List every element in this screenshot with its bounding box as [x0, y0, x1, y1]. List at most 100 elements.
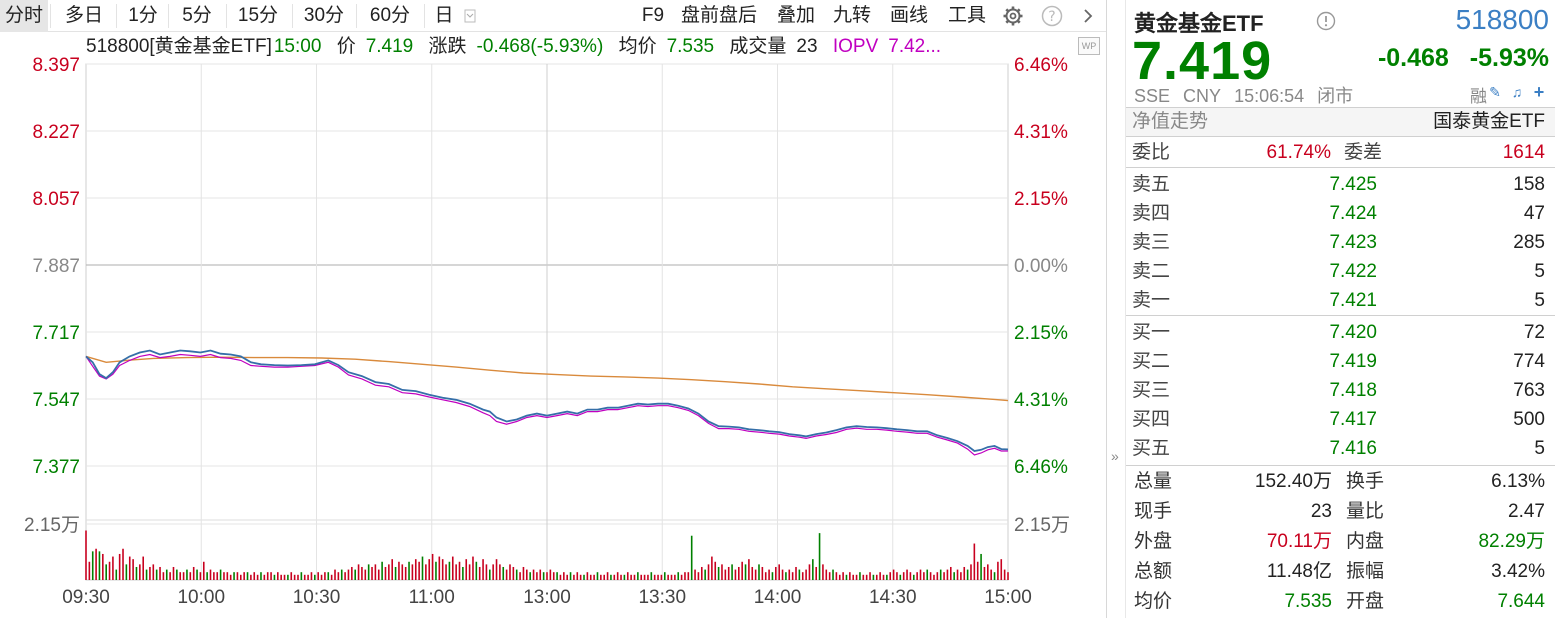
tab-day[interactable]: 日 — [434, 5, 454, 26]
y-tick-label-left: 8.057 — [32, 189, 80, 210]
iopv-line — [85, 353, 1008, 456]
ask-price: 7.425 — [1329, 174, 1377, 195]
y-tick-label-left: 7.717 — [32, 323, 80, 344]
ask-row[interactable]: 卖五 7.425 158 — [1126, 170, 1555, 199]
change-amount: -0.468 — [1377, 44, 1449, 72]
info-change-label: 涨跌 — [428, 36, 467, 57]
stat-label: 振幅 — [1346, 561, 1385, 582]
stat-cell: 量比 2.47 — [1346, 497, 1545, 527]
price-change: -0.468 -5.93% — [1378, 44, 1549, 73]
toolbar-divider — [50, 4, 51, 28]
x-tick-label: 15:00 — [984, 587, 1032, 608]
stat-label: 总量 — [1134, 471, 1173, 492]
y-tick-label-right: 4.31% — [1014, 390, 1068, 411]
tab-60min[interactable]: 60分 — [369, 5, 411, 26]
stat-cell: 均价 7.535 — [1134, 587, 1332, 617]
bell-icon[interactable]: ♫ — [1511, 84, 1523, 100]
edit-icon[interactable]: ✎ — [1489, 84, 1501, 100]
y-tick-label-left: 8.397 — [32, 55, 80, 76]
overlay-button[interactable]: 叠加 — [776, 5, 815, 26]
ask-row[interactable]: 卖二 7.422 5 — [1126, 257, 1555, 286]
bid-price: 7.418 — [1329, 380, 1377, 401]
stat-value: 3.42% — [1491, 561, 1545, 582]
draw-line-button[interactable]: 画线 — [889, 5, 928, 26]
divider — [1126, 167, 1555, 168]
chevron-right-icon[interactable] — [1077, 5, 1099, 27]
stat-value: 82.29万 — [1478, 531, 1545, 552]
wp-icon[interactable]: WP — [1078, 37, 1100, 55]
toolbar-divider — [424, 4, 425, 28]
ask-row[interactable]: 卖四 7.424 47 — [1126, 199, 1555, 228]
stat-cell: 开盘 7.644 — [1346, 587, 1545, 617]
stat-label: 量比 — [1346, 501, 1385, 522]
x-tick-label: 09:30 — [62, 587, 110, 608]
x-tick-label: 14:00 — [754, 587, 802, 608]
stat-label: 换手 — [1346, 471, 1385, 492]
info-circle-icon[interactable] — [1316, 11, 1336, 31]
toolbar-divider — [116, 4, 117, 28]
bid-row[interactable]: 买一 7.420 72 — [1126, 318, 1555, 347]
bid-price: 7.416 — [1329, 438, 1377, 459]
ask-volume: 285 — [1513, 232, 1545, 253]
ask-volume: 5 — [1534, 261, 1545, 282]
premarket-button[interactable]: 盘前盘后 — [680, 5, 757, 26]
margin-trading-badge[interactable]: 融 — [1470, 87, 1487, 106]
nav-trend-label: 净值走势 — [1132, 111, 1209, 132]
ask-price: 7.424 — [1329, 203, 1377, 224]
stat-label: 外盘 — [1134, 531, 1173, 552]
f9-button[interactable]: F9 — [641, 5, 665, 26]
stat-cell: 总额 11.48亿 — [1134, 557, 1332, 587]
tab-1min[interactable]: 1分 — [128, 5, 158, 26]
ask-price: 7.423 — [1329, 232, 1377, 253]
ask-row[interactable]: 卖一 7.421 5 — [1126, 286, 1555, 315]
stat-cell: 外盘 70.11万 — [1134, 527, 1332, 557]
bid-row[interactable]: 买四 7.417 500 — [1126, 405, 1555, 434]
tab-30min[interactable]: 30分 — [303, 5, 345, 26]
bid-volume: 774 — [1513, 351, 1545, 372]
weibi-label: 委比 — [1132, 142, 1171, 163]
x-tick-label: 14:30 — [869, 587, 917, 608]
bid-row[interactable]: 买五 7.416 5 — [1126, 434, 1555, 463]
tab-5min[interactable]: 5分 — [182, 5, 212, 26]
double-chevron-icon[interactable]: » — [1111, 448, 1119, 464]
tab-15min[interactable]: 15分 — [237, 5, 279, 26]
tab-fenshi[interactable]: 分时 — [0, 0, 48, 32]
y-tick-label-left: 7.377 — [32, 457, 80, 478]
bid-price: 7.420 — [1329, 322, 1377, 343]
stat-label: 均价 — [1134, 591, 1173, 612]
nav-trend-value: 国泰黄金ETF — [1433, 111, 1545, 132]
help-icon[interactable]: ? — [1041, 5, 1063, 27]
stat-cell: 振幅 3.42% — [1346, 557, 1545, 587]
tools-button[interactable]: 工具 — [947, 5, 986, 26]
x-tick-label: 10:30 — [293, 587, 341, 608]
nav-trend-row[interactable]: 净值走势 国泰黄金ETF — [1126, 107, 1555, 137]
period-dropdown-icon[interactable] — [464, 9, 476, 23]
weibi-row: 委比 61.74% 委差 1614 — [1126, 138, 1555, 167]
y-tick-label-right: 6.46% — [1014, 55, 1068, 76]
intraday-chart-svg[interactable]: 8.397 6.46% 8.227 4.31% 8.057 2.15% 7.887 0.00%… — [0, 32, 1106, 618]
weicha-value: 1614 — [1502, 142, 1545, 163]
info-change: -0.468(-5.93%) — [476, 36, 604, 57]
ask-row[interactable]: 卖三 7.423 285 — [1126, 228, 1555, 257]
stat-value: 23 — [1310, 501, 1332, 522]
gear-icon[interactable] — [1002, 5, 1024, 27]
intraday-chart[interactable]: 8.397 6.46% 8.227 4.31% 8.057 2.15% 7.887 0.00%… — [0, 32, 1106, 618]
x-tick-label: 13:30 — [638, 587, 686, 608]
add-icon[interactable]: + — [1533, 82, 1545, 102]
bid-row[interactable]: 买三 7.418 763 — [1126, 376, 1555, 405]
ask-level-label: 卖三 — [1132, 232, 1171, 253]
tab-multi-day[interactable]: 多日 — [64, 5, 103, 26]
ask-volume: 5 — [1534, 290, 1545, 311]
info-price-label: 价 — [336, 36, 356, 57]
volume-axis-label-left: 2.15万 — [24, 515, 80, 536]
x-tick-label: 10:00 — [177, 587, 225, 608]
info-avg: 7.535 — [666, 36, 715, 57]
nine-turn-button[interactable]: 九转 — [832, 5, 871, 26]
panel-splitter[interactable]: » — [1106, 0, 1126, 618]
bid-row[interactable]: 买二 7.419 774 — [1126, 347, 1555, 376]
bid-price: 7.417 — [1329, 409, 1377, 430]
bid-level-label: 买四 — [1132, 409, 1171, 430]
info-vol-label: 成交量 — [729, 36, 787, 57]
y-tick-label-right: 0.00% — [1014, 256, 1068, 277]
ask-level-label: 卖二 — [1132, 261, 1171, 282]
